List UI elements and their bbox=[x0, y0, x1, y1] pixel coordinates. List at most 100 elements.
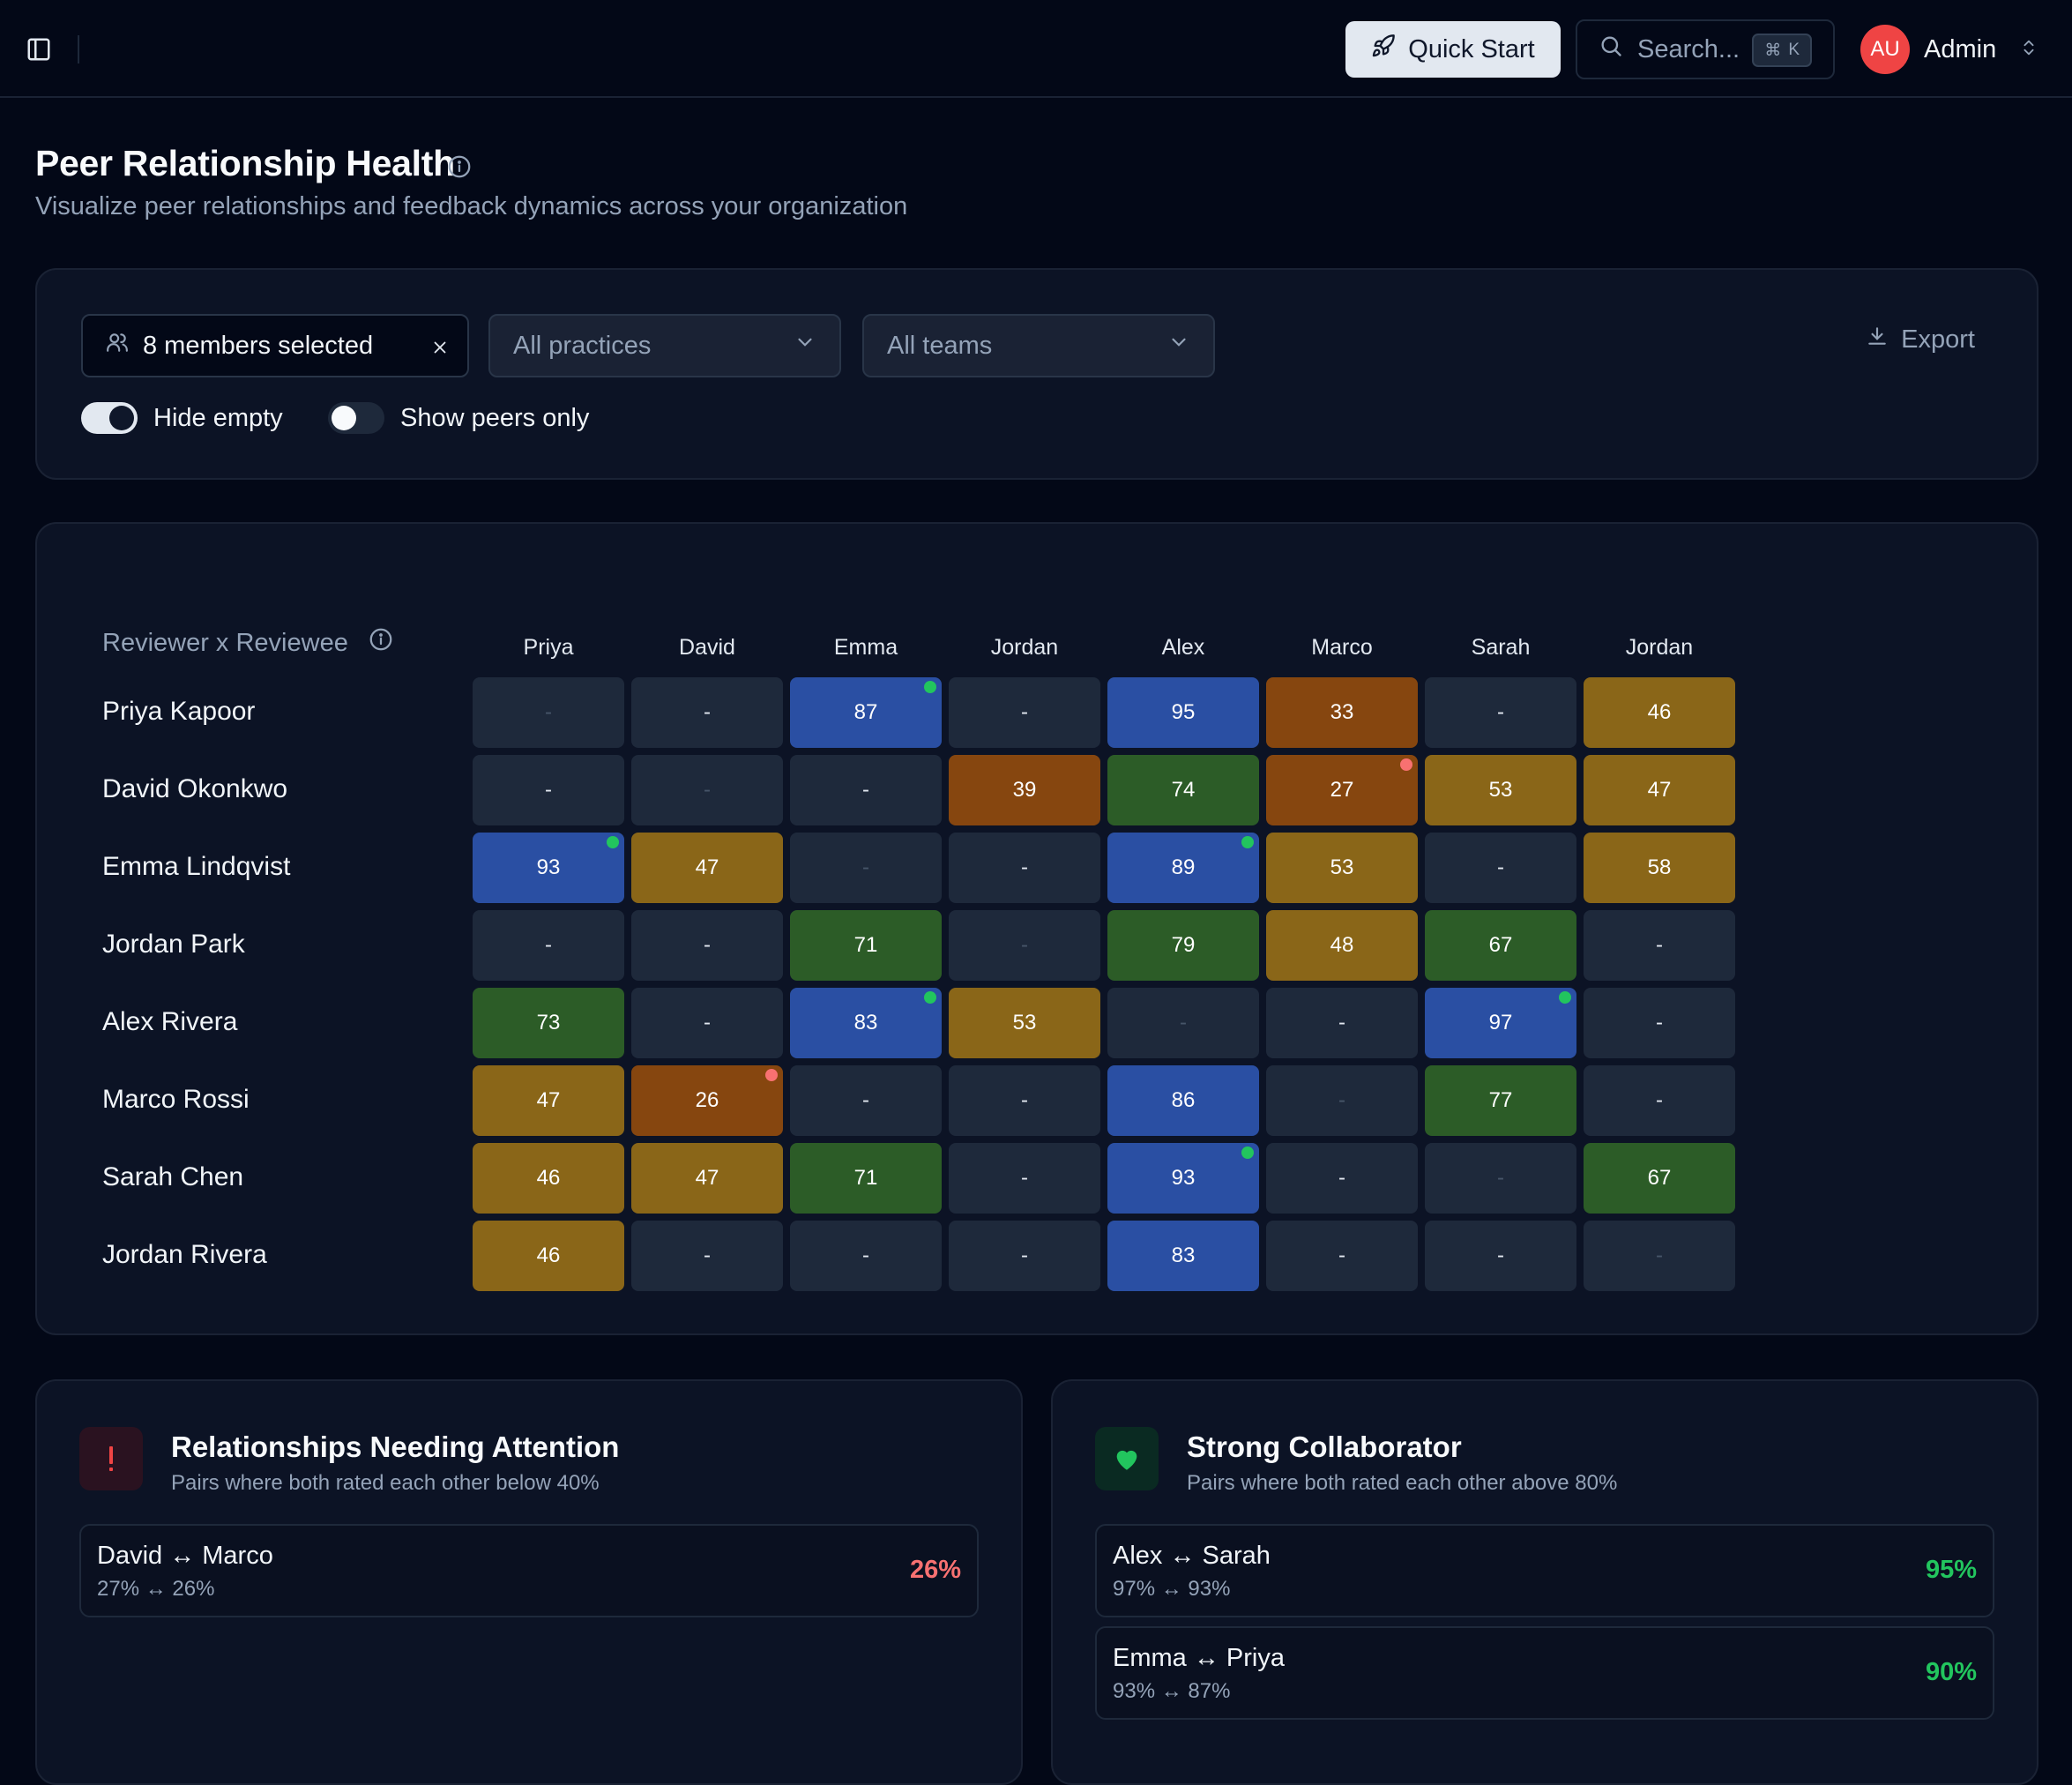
matrix-cell[interactable]: - bbox=[949, 833, 1100, 903]
matrix-cell[interactable]: 89 bbox=[1107, 833, 1259, 903]
matrix-cell[interactable]: 58 bbox=[1584, 833, 1735, 903]
matrix-cell[interactable]: 47 bbox=[1584, 755, 1735, 825]
matrix-cell[interactable]: 53 bbox=[1266, 833, 1418, 903]
sidebar-toggle-icon[interactable] bbox=[21, 32, 56, 67]
matrix-cell[interactable]: 53 bbox=[949, 988, 1100, 1058]
matrix-cell[interactable]: 77 bbox=[1425, 1065, 1576, 1136]
quick-start-button[interactable]: Quick Start bbox=[1345, 21, 1561, 78]
practices-select[interactable]: All practices bbox=[488, 314, 841, 377]
matrix-cell[interactable]: 46 bbox=[1584, 677, 1735, 748]
matrix-cell[interactable]: 71 bbox=[790, 1143, 942, 1214]
matrix-cell[interactable]: - bbox=[1425, 677, 1576, 748]
matrix-cell[interactable]: 48 bbox=[1266, 910, 1418, 981]
matrix-cell[interactable]: - bbox=[1425, 1143, 1576, 1214]
matrix-cell[interactable]: - bbox=[949, 1221, 1100, 1291]
matrix-cell[interactable]: - bbox=[1266, 988, 1418, 1058]
matrix-cell[interactable]: 71 bbox=[790, 910, 942, 981]
matrix-cell[interactable]: - bbox=[631, 1221, 783, 1291]
clear-icon[interactable] bbox=[430, 335, 450, 364]
matrix-cell[interactable]: 39 bbox=[949, 755, 1100, 825]
matrix-cell[interactable]: 87 bbox=[790, 677, 942, 748]
matrix-cell[interactable]: - bbox=[1266, 1065, 1418, 1136]
quick-start-label: Quick Start bbox=[1408, 34, 1535, 63]
show-peers-switch[interactable] bbox=[328, 402, 384, 434]
matrix-cell[interactable]: - bbox=[790, 755, 942, 825]
cell-value: - bbox=[704, 1011, 711, 1034]
mutual-high-indicator bbox=[1241, 836, 1254, 848]
matrix-cell[interactable]: - bbox=[790, 833, 942, 903]
matrix-cell[interactable]: - bbox=[473, 755, 624, 825]
teams-select[interactable]: All teams bbox=[862, 314, 1215, 377]
matrix-cell[interactable]: - bbox=[1584, 988, 1735, 1058]
matrix-cell[interactable]: - bbox=[1425, 1221, 1576, 1291]
mutual-high-indicator bbox=[607, 836, 619, 848]
matrix-cell[interactable]: 46 bbox=[473, 1221, 624, 1291]
info-icon[interactable] bbox=[446, 153, 473, 184]
matrix-cell[interactable]: - bbox=[631, 910, 783, 981]
matrix-cell[interactable]: 53 bbox=[1425, 755, 1576, 825]
cell-value: 46 bbox=[536, 1244, 561, 1267]
matrix-cell[interactable]: 74 bbox=[1107, 755, 1259, 825]
matrix-cell[interactable]: - bbox=[949, 1143, 1100, 1214]
matrix-cell[interactable]: - bbox=[790, 1221, 942, 1291]
matrix-cell[interactable]: 93 bbox=[1107, 1143, 1259, 1214]
matrix-cell[interactable]: 95 bbox=[1107, 677, 1259, 748]
pair-item[interactable]: David ↔ Marco 27% ↔ 26% 26% bbox=[79, 1524, 979, 1617]
matrix-cell[interactable]: 93 bbox=[473, 833, 624, 903]
cell-value: - bbox=[704, 778, 711, 802]
matrix-cell[interactable]: - bbox=[949, 910, 1100, 981]
matrix-cell[interactable]: - bbox=[1425, 833, 1576, 903]
matrix-cell[interactable]: 47 bbox=[473, 1065, 624, 1136]
matrix-cell[interactable]: - bbox=[949, 1065, 1100, 1136]
column-header: Jordan bbox=[1625, 635, 1694, 660]
cell-value: - bbox=[1497, 855, 1504, 879]
matrix-cell[interactable]: 67 bbox=[1425, 910, 1576, 981]
pair-average: 26% bbox=[909, 1556, 961, 1584]
pair-item[interactable]: Emma ↔ Priya 93% ↔ 87% 90% bbox=[1095, 1626, 1994, 1720]
cell-value: - bbox=[1656, 933, 1663, 957]
export-button[interactable]: Export bbox=[1866, 325, 1975, 355]
matrix-cell[interactable]: 47 bbox=[631, 1143, 783, 1214]
hide-empty-switch[interactable] bbox=[81, 402, 138, 434]
user-menu[interactable]: AU Admin bbox=[1860, 23, 2038, 76]
matrix-cell[interactable]: - bbox=[631, 988, 783, 1058]
matrix-cell[interactable]: - bbox=[473, 677, 624, 748]
column-header: Alex bbox=[1161, 635, 1205, 660]
matrix-cell[interactable]: 27 bbox=[1266, 755, 1418, 825]
matrix-cell[interactable]: 46 bbox=[473, 1143, 624, 1214]
matrix-cell[interactable]: - bbox=[1107, 988, 1259, 1058]
matrix-cell[interactable]: 47 bbox=[631, 833, 783, 903]
cell-value: 89 bbox=[1171, 855, 1196, 879]
column-header: Priya bbox=[523, 635, 574, 660]
matrix-cell[interactable]: - bbox=[1584, 910, 1735, 981]
matrix-cell[interactable]: - bbox=[1584, 1065, 1735, 1136]
matrix-cell[interactable]: - bbox=[473, 910, 624, 981]
matrix-cell[interactable]: - bbox=[1266, 1221, 1418, 1291]
matrix-cell[interactable]: - bbox=[1266, 1143, 1418, 1214]
matrix-cell[interactable]: 67 bbox=[1584, 1143, 1735, 1214]
hide-empty-toggle[interactable]: Hide empty bbox=[81, 402, 283, 434]
matrix-cell[interactable]: - bbox=[790, 1065, 942, 1136]
cell-value: 83 bbox=[853, 1011, 878, 1034]
matrix-cell[interactable]: 26 bbox=[631, 1065, 783, 1136]
matrix-cell[interactable]: 83 bbox=[1107, 1221, 1259, 1291]
matrix-cell[interactable]: 86 bbox=[1107, 1065, 1259, 1136]
matrix-cell[interactable]: 73 bbox=[473, 988, 624, 1058]
info-icon[interactable] bbox=[368, 626, 394, 660]
pair-item[interactable]: Alex ↔ Sarah 97% ↔ 93% 95% bbox=[1095, 1524, 1994, 1617]
collab-subtitle: Pairs where both rated each other above … bbox=[1187, 1471, 1618, 1495]
matrix-cell[interactable]: - bbox=[1584, 1221, 1735, 1291]
matrix-cell[interactable]: - bbox=[631, 677, 783, 748]
matrix-cell[interactable]: 33 bbox=[1266, 677, 1418, 748]
matrix-cell[interactable]: 83 bbox=[790, 988, 942, 1058]
search-input[interactable]: Search... ⌘ K bbox=[1576, 19, 1835, 79]
row-label: Priya Kapoor bbox=[102, 697, 256, 726]
show-peers-toggle[interactable]: Show peers only bbox=[328, 402, 589, 434]
matrix-cell[interactable]: 97 bbox=[1425, 988, 1576, 1058]
cell-value: 46 bbox=[1647, 700, 1672, 724]
matrix-cell[interactable]: - bbox=[949, 677, 1100, 748]
matrix-cell[interactable]: - bbox=[631, 755, 783, 825]
pair-scores: 27% ↔ 26% bbox=[97, 1577, 215, 1601]
members-select[interactable]: 8 members selected bbox=[81, 314, 469, 377]
matrix-cell[interactable]: 79 bbox=[1107, 910, 1259, 981]
